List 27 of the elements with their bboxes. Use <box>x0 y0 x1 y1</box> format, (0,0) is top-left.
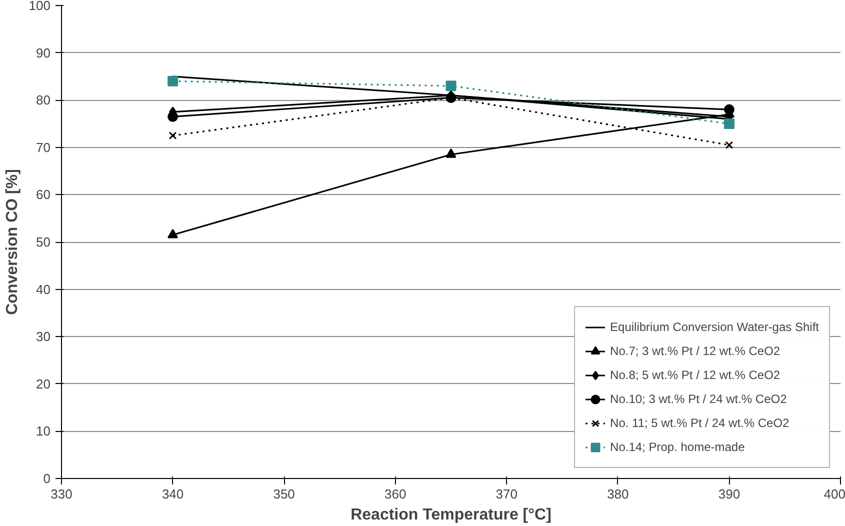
legend-label: Equilibrium Conversion Water-gas Shift <box>610 320 819 334</box>
legend-label: No.10; 3 wt.% Pt / 24 wt.% CeO2 <box>610 392 787 406</box>
y-tick-label: 0 <box>43 471 51 486</box>
x-tick-label: 380 <box>607 486 629 502</box>
y-tick-label: 10 <box>36 424 51 439</box>
y-tick-label: 80 <box>36 92 51 108</box>
x-tick-label: 360 <box>384 486 406 502</box>
y-axis-title: Conversion CO [%] <box>4 169 21 315</box>
y-tick-label: 30 <box>36 329 51 344</box>
y-tick-label: 100 <box>28 0 51 13</box>
legend-label: No.7; 3 wt.% Pt / 12 wt.% CeO2 <box>610 344 780 358</box>
x-tick-label: 350 <box>273 486 295 502</box>
legend-label: No.8; 5 wt.% Pt / 12 wt.% CeO2 <box>610 368 780 382</box>
x-axis-title: Reaction Temperature [°C] <box>350 506 552 524</box>
legend-label: No. 11; 5 wt.% Pt / 24 wt.% CeO2 <box>610 416 790 430</box>
y-tick-label: 60 <box>36 187 51 202</box>
x-tick-label: 400 <box>824 486 845 502</box>
y-tick-label: 70 <box>36 140 51 155</box>
x-tick-label: 340 <box>162 486 184 502</box>
x-tick-label: 390 <box>718 486 740 502</box>
y-tick-label: 20 <box>36 376 51 392</box>
y-tick-label: 40 <box>36 282 51 297</box>
x-tick-label: 330 <box>50 486 72 502</box>
y-tick-label: 50 <box>36 234 51 250</box>
legend-label: No.14; Prop. home-made <box>610 440 745 454</box>
y-tick-label: 90 <box>36 45 51 60</box>
x-tick-label: 370 <box>496 486 518 502</box>
